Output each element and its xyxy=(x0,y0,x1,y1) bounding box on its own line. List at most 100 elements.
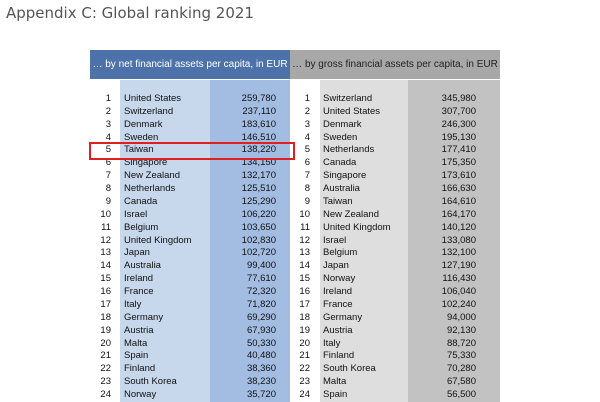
rank: 14 xyxy=(100,260,111,272)
country: Netherlands xyxy=(124,183,176,195)
country: Ireland xyxy=(323,286,353,298)
rank: 5 xyxy=(304,144,310,156)
value: 106,040 xyxy=(441,286,476,298)
value: 146,510 xyxy=(241,131,276,143)
country: Japan xyxy=(323,260,349,272)
country: Norway xyxy=(323,273,356,285)
rank: 15 xyxy=(100,273,111,285)
country: Netherlands xyxy=(323,144,375,156)
value: 38,360 xyxy=(246,363,276,375)
value: 133,080 xyxy=(441,234,476,246)
rank: 6 xyxy=(105,157,111,169)
value: 102,830 xyxy=(241,234,276,246)
value: 50,330 xyxy=(246,337,276,349)
country: France xyxy=(323,298,353,310)
country: Italy xyxy=(323,337,341,349)
country: United Kingdom xyxy=(124,234,192,246)
rank: 18 xyxy=(100,311,111,323)
value: 164,170 xyxy=(441,208,476,220)
col-bg xyxy=(408,80,500,402)
rank: 7 xyxy=(105,170,111,182)
value: 138,220 xyxy=(241,144,276,156)
rank: 5 xyxy=(105,144,111,156)
country: Canada xyxy=(124,195,158,207)
value: 125,510 xyxy=(241,183,276,195)
rank: 23 xyxy=(100,376,111,388)
rank: 1 xyxy=(304,93,310,104)
value: 307,700 xyxy=(441,105,476,117)
rank: 2 xyxy=(304,105,310,117)
country: Switzerland xyxy=(323,93,373,104)
country: Norway xyxy=(124,389,157,400)
col-bg xyxy=(120,80,210,402)
country: Austria xyxy=(124,324,154,336)
rank: 21 xyxy=(299,350,310,362)
value: 70,280 xyxy=(446,363,476,375)
value: 125,290 xyxy=(241,195,276,207)
value: 77,610 xyxy=(246,273,276,285)
value: 164,610 xyxy=(441,195,476,207)
col-bg xyxy=(210,80,290,402)
value: 56,500 xyxy=(446,389,476,400)
value: 103,650 xyxy=(241,221,276,233)
value: 92,130 xyxy=(446,324,476,336)
column-header: … by net financial assets per capita, in… xyxy=(90,50,290,79)
value: 140,120 xyxy=(441,221,476,233)
country: United Kingdom xyxy=(323,221,391,233)
country: Malta xyxy=(124,337,148,349)
country: Denmark xyxy=(124,118,163,130)
rank: 19 xyxy=(100,324,111,336)
value: 132,170 xyxy=(241,170,276,182)
country: Italy xyxy=(124,298,142,310)
value: 195,130 xyxy=(441,131,476,143)
country: Belgium xyxy=(124,221,159,233)
country: Japan xyxy=(124,247,150,259)
rank: 12 xyxy=(299,234,310,246)
country: Sweden xyxy=(124,131,159,143)
value: 259,780 xyxy=(241,93,276,104)
country: Malta xyxy=(323,376,347,388)
value: 67,930 xyxy=(246,324,276,336)
value: 102,240 xyxy=(441,298,476,310)
value: 177,410 xyxy=(441,144,476,156)
value: 94,000 xyxy=(446,311,476,323)
rank: 14 xyxy=(299,260,310,272)
country: Germany xyxy=(323,311,363,323)
rank: 1 xyxy=(105,93,111,104)
rank: 6 xyxy=(304,157,310,169)
country: Australia xyxy=(323,183,360,195)
country: South Korea xyxy=(124,376,177,388)
rank: 13 xyxy=(299,247,310,259)
country: Australia xyxy=(124,260,161,272)
rank: 17 xyxy=(299,298,310,310)
rank: 24 xyxy=(299,389,310,400)
country: Denmark xyxy=(323,118,362,130)
country: Finland xyxy=(124,363,156,375)
country: Singapore xyxy=(323,170,367,182)
rank: 17 xyxy=(100,298,111,310)
rank: 10 xyxy=(299,208,310,220)
value: 345,980 xyxy=(441,93,476,104)
country: New Zealand xyxy=(323,208,379,220)
rank: 12 xyxy=(100,234,111,246)
rank: 24 xyxy=(100,389,111,400)
value: 88,720 xyxy=(446,337,476,349)
rank: 3 xyxy=(105,118,111,130)
value: 69,290 xyxy=(246,311,276,323)
value: 173,610 xyxy=(441,170,476,182)
value: 237,110 xyxy=(242,105,276,117)
value: 166,630 xyxy=(441,183,476,195)
rank: 3 xyxy=(304,118,310,130)
value: 75,330 xyxy=(446,350,476,362)
value: 72,320 xyxy=(246,286,276,298)
country: Canada xyxy=(323,157,357,169)
country: United States xyxy=(323,105,381,117)
country: Singapore xyxy=(124,157,168,169)
value: 134,150 xyxy=(241,157,276,169)
highlight-box xyxy=(89,142,295,160)
country: Austria xyxy=(323,324,353,336)
country: Taiwan xyxy=(124,144,154,156)
rank: 21 xyxy=(100,350,111,362)
value: 99,400 xyxy=(246,260,276,272)
country: Israel xyxy=(323,234,347,246)
